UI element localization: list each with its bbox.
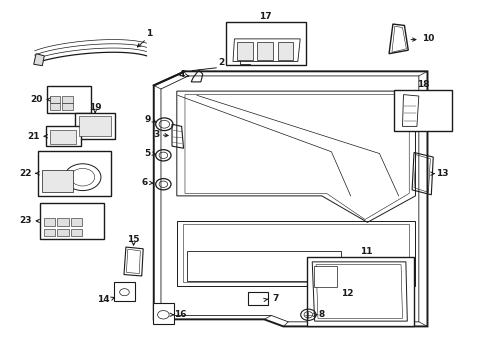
FancyBboxPatch shape [40, 203, 104, 239]
FancyBboxPatch shape [50, 130, 76, 144]
Text: 22: 22 [19, 169, 31, 178]
FancyBboxPatch shape [226, 22, 305, 65]
FancyBboxPatch shape [278, 42, 293, 60]
FancyBboxPatch shape [71, 219, 82, 225]
Text: 11: 11 [360, 247, 372, 256]
Text: 19: 19 [89, 103, 101, 112]
Text: 4: 4 [178, 70, 185, 79]
FancyBboxPatch shape [42, 171, 73, 192]
Text: 2: 2 [218, 58, 224, 67]
FancyBboxPatch shape [49, 96, 60, 103]
FancyBboxPatch shape [44, 229, 55, 236]
FancyBboxPatch shape [46, 126, 81, 146]
Polygon shape [34, 54, 44, 66]
Text: 13: 13 [436, 169, 449, 178]
FancyBboxPatch shape [257, 42, 273, 60]
FancyBboxPatch shape [71, 229, 82, 236]
FancyBboxPatch shape [153, 303, 174, 324]
FancyBboxPatch shape [237, 42, 253, 60]
Text: 18: 18 [417, 80, 429, 89]
Text: 20: 20 [30, 95, 42, 104]
Text: 9: 9 [145, 115, 151, 124]
Text: 12: 12 [341, 289, 353, 298]
Text: 17: 17 [259, 12, 272, 21]
FancyBboxPatch shape [47, 86, 91, 113]
Text: 6: 6 [142, 178, 148, 187]
FancyBboxPatch shape [314, 266, 337, 287]
FancyBboxPatch shape [307, 257, 414, 326]
Text: 3: 3 [153, 130, 160, 139]
FancyBboxPatch shape [62, 103, 73, 111]
FancyBboxPatch shape [248, 292, 268, 305]
FancyBboxPatch shape [38, 151, 111, 195]
Text: 5: 5 [145, 149, 151, 158]
FancyBboxPatch shape [44, 219, 55, 225]
FancyBboxPatch shape [49, 103, 60, 111]
FancyBboxPatch shape [114, 282, 135, 301]
FancyBboxPatch shape [62, 96, 73, 103]
Text: 16: 16 [174, 310, 186, 319]
Text: 15: 15 [127, 234, 140, 243]
Text: 7: 7 [272, 294, 278, 303]
Text: 14: 14 [97, 295, 110, 304]
Text: 10: 10 [422, 34, 434, 43]
Text: 21: 21 [27, 132, 40, 141]
FancyBboxPatch shape [57, 229, 69, 236]
Text: 8: 8 [319, 310, 325, 319]
Text: 23: 23 [19, 216, 31, 225]
FancyBboxPatch shape [57, 219, 69, 225]
FancyBboxPatch shape [394, 90, 452, 131]
FancyBboxPatch shape [75, 113, 115, 139]
FancyBboxPatch shape [79, 116, 111, 136]
Text: 1: 1 [146, 29, 152, 38]
